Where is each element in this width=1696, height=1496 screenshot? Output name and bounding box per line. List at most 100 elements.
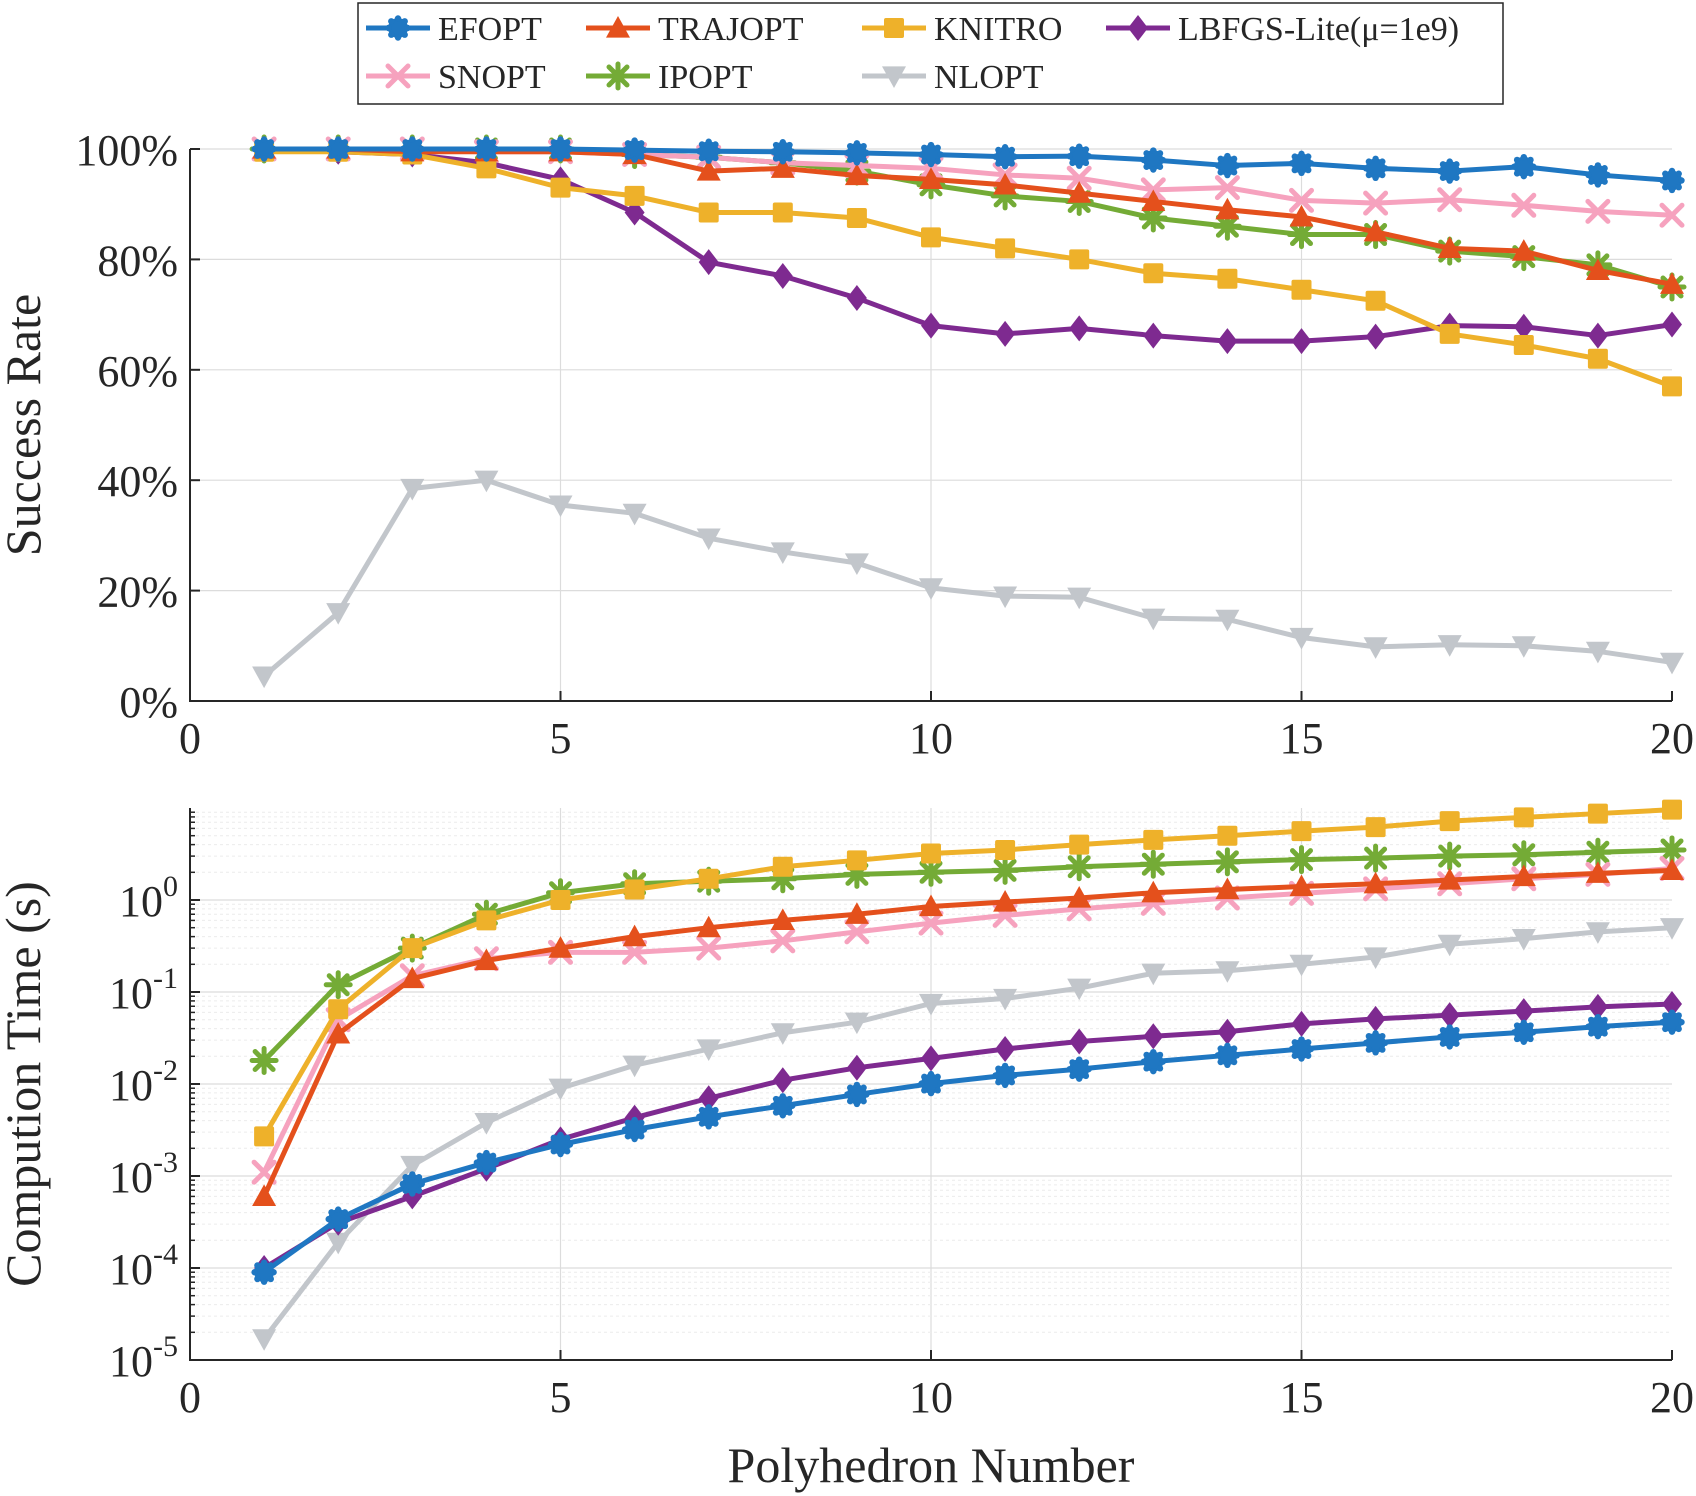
y-tick-label: 60% bbox=[97, 347, 178, 396]
series-line bbox=[262, 477, 1673, 679]
x-tick-label: 10 bbox=[909, 1373, 953, 1422]
data-point bbox=[1363, 219, 1388, 242]
data-point bbox=[1437, 867, 1462, 890]
data-point bbox=[1066, 165, 1092, 191]
y-tick-label: 10-5 bbox=[109, 1330, 178, 1386]
data-point bbox=[995, 1036, 1016, 1063]
data-point bbox=[1291, 1010, 1312, 1037]
series-nlopt bbox=[252, 470, 1684, 689]
data-point bbox=[624, 185, 645, 206]
series-efopt bbox=[251, 1009, 1685, 1285]
data-point bbox=[696, 915, 721, 938]
data-point bbox=[474, 948, 499, 971]
data-point bbox=[476, 158, 497, 179]
legend-entry-lbfgs-lite-1e9: LBFGS-Lite(μ=1e9) bbox=[1106, 11, 1459, 48]
success-rate-y-axis-title: Success Rate bbox=[0, 294, 51, 556]
data-point bbox=[916, 857, 946, 887]
data-point bbox=[1215, 961, 1240, 983]
series-trajopt bbox=[252, 137, 1684, 294]
legend-label: SNOPT bbox=[438, 59, 546, 96]
data-point bbox=[1511, 1019, 1537, 1045]
data-point bbox=[1362, 1030, 1389, 1056]
data-point bbox=[696, 1039, 721, 1062]
data-point bbox=[1363, 190, 1389, 216]
data-point bbox=[846, 850, 867, 871]
data-point bbox=[846, 1054, 867, 1081]
data-point bbox=[624, 879, 645, 900]
data-point bbox=[1067, 587, 1092, 610]
y-tick-label: 40% bbox=[97, 457, 178, 506]
series-line bbox=[262, 1001, 1673, 1271]
legend-entry-nlopt: NLOPT bbox=[862, 59, 1044, 96]
data-point bbox=[698, 249, 719, 276]
data-point bbox=[1361, 843, 1391, 873]
legend-marker bbox=[385, 63, 411, 89]
data-point bbox=[1215, 877, 1240, 900]
legend-label: TRAJOPT bbox=[658, 11, 804, 48]
x-tick-label: 20 bbox=[1650, 714, 1694, 763]
data-point bbox=[473, 136, 500, 162]
data-point bbox=[326, 1021, 351, 1044]
data-point bbox=[1511, 636, 1536, 658]
data-point bbox=[772, 1067, 793, 1094]
data-point bbox=[548, 1078, 573, 1101]
data-point bbox=[1587, 348, 1608, 369]
data-point bbox=[547, 136, 574, 162]
data-point bbox=[1657, 835, 1687, 865]
legend-marker bbox=[1128, 15, 1148, 41]
data-point bbox=[249, 1046, 279, 1076]
data-point bbox=[399, 136, 425, 162]
data-point bbox=[993, 890, 1018, 912]
data-point bbox=[1287, 220, 1316, 250]
series-line bbox=[261, 807, 1673, 1138]
data-point bbox=[1289, 187, 1314, 213]
data-point bbox=[696, 138, 722, 164]
data-point bbox=[992, 1062, 1018, 1089]
data-point bbox=[921, 312, 941, 339]
data-point bbox=[326, 603, 351, 625]
success-rate-ticks: 0 5 10 15 20 0% 20% 40% 60% 80% 100% bbox=[75, 126, 1694, 763]
x-tick-label: 20 bbox=[1650, 1373, 1694, 1422]
series-line bbox=[264, 149, 1673, 389]
data-point bbox=[1585, 1013, 1611, 1040]
data-point bbox=[919, 894, 943, 917]
data-point bbox=[992, 144, 1018, 170]
data-point bbox=[1362, 155, 1389, 182]
data-point bbox=[1365, 290, 1386, 311]
data-point bbox=[1660, 272, 1684, 294]
data-point bbox=[399, 1171, 425, 1197]
series-nlopt bbox=[252, 918, 1684, 1351]
data-point bbox=[1437, 635, 1462, 657]
data-point bbox=[1140, 1048, 1167, 1075]
data-point bbox=[842, 859, 872, 889]
data-point bbox=[621, 1116, 648, 1143]
data-point bbox=[1143, 1023, 1164, 1050]
data-point bbox=[1662, 311, 1682, 338]
data-point bbox=[1509, 840, 1539, 870]
data-point bbox=[1587, 322, 1608, 349]
data-point bbox=[1069, 249, 1090, 270]
data-point bbox=[1291, 279, 1312, 300]
series-line bbox=[264, 146, 1673, 287]
data-point bbox=[918, 141, 944, 168]
computation-time-chart: 0 5 10 15 20 10-5 10-4 10-3 10-2 10-1 100 Compution… bbox=[0, 799, 1694, 1493]
series-efopt bbox=[251, 136, 1685, 194]
data-point bbox=[1287, 845, 1316, 875]
data-point bbox=[323, 970, 353, 1000]
data-point bbox=[624, 199, 645, 226]
data-point bbox=[1069, 834, 1090, 855]
data-point bbox=[476, 910, 497, 931]
data-point bbox=[844, 1012, 869, 1035]
data-point bbox=[844, 919, 870, 945]
data-point bbox=[473, 1149, 500, 1176]
data-point bbox=[548, 495, 573, 518]
data-point bbox=[770, 156, 795, 178]
data-point bbox=[770, 908, 795, 931]
data-point bbox=[918, 910, 944, 936]
data-point bbox=[1585, 861, 1610, 883]
data-point bbox=[1513, 334, 1534, 355]
series-trajopt bbox=[252, 858, 1684, 1207]
data-point bbox=[252, 666, 277, 689]
data-point bbox=[1437, 187, 1463, 213]
